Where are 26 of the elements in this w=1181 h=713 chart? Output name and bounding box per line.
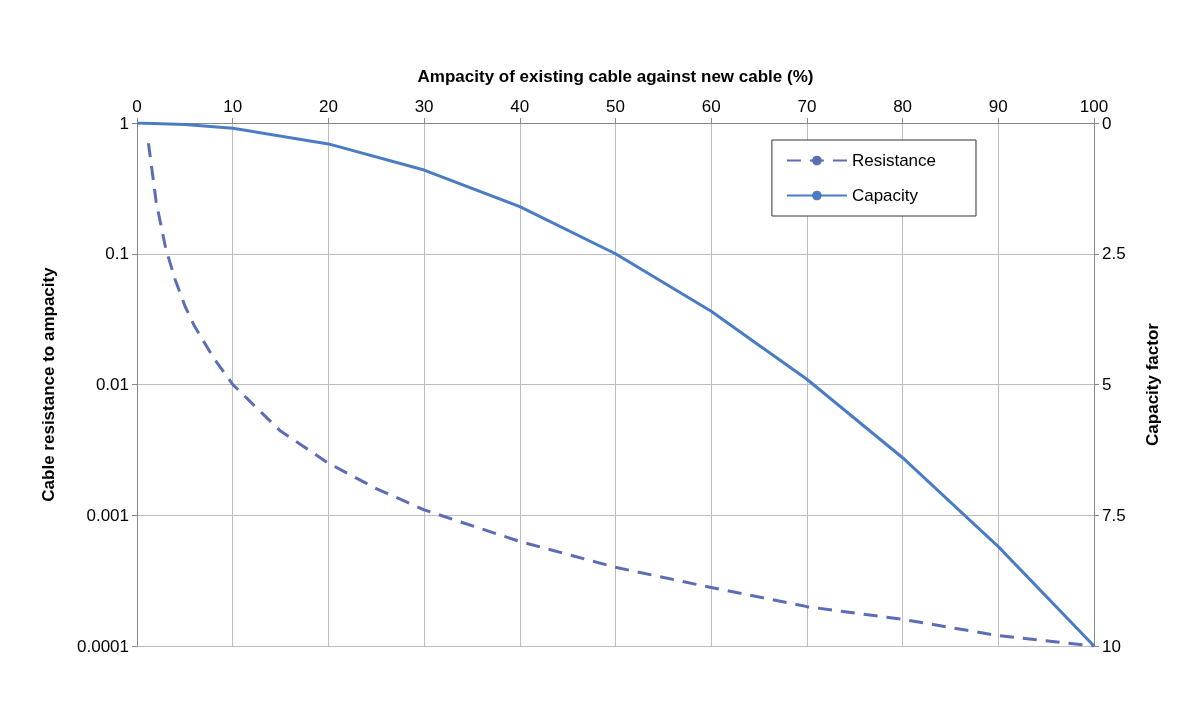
y2-tick-label: 10 xyxy=(1102,636,1121,656)
y2-tick-label: 2.5 xyxy=(1102,244,1126,264)
x-tick-label: 10 xyxy=(223,97,243,116)
x-tick-label: 50 xyxy=(606,97,625,116)
legend-label: Capacity xyxy=(851,186,919,205)
y-axis-title: Cable resistance to ampacity xyxy=(39,266,58,502)
y2-tick-label: 7.5 xyxy=(1102,505,1126,525)
x-tick-label: 90 xyxy=(988,97,1008,116)
x-tick-label: 30 xyxy=(414,97,434,116)
x-tick-label: 80 xyxy=(893,97,913,116)
x-tick-label: 60 xyxy=(701,97,721,116)
x-axis-title: Ampacity of existing cable against new cable (%) xyxy=(417,67,814,86)
y2-axis-title: Capacity factor xyxy=(1143,322,1162,446)
y-tick-label: 1 xyxy=(119,113,129,133)
y-tick-label: 0.0001 xyxy=(77,636,129,656)
y2-tick-label: 0 xyxy=(1102,113,1112,133)
x-tick-label: 20 xyxy=(318,97,338,116)
y-tick-label: 0.01 xyxy=(95,375,129,394)
legend-label: Resistance xyxy=(851,151,937,170)
x-tick-label: 70 xyxy=(797,97,817,116)
x-tick-label: 0 xyxy=(132,97,142,116)
y-tick-label: 0.001 xyxy=(86,505,129,525)
x-tick-label: 40 xyxy=(510,97,530,116)
y2-tick-label: 5 xyxy=(1102,375,1112,394)
y-tick-label: 0.1 xyxy=(105,244,129,264)
x-tick-label: 100 xyxy=(1079,97,1109,116)
